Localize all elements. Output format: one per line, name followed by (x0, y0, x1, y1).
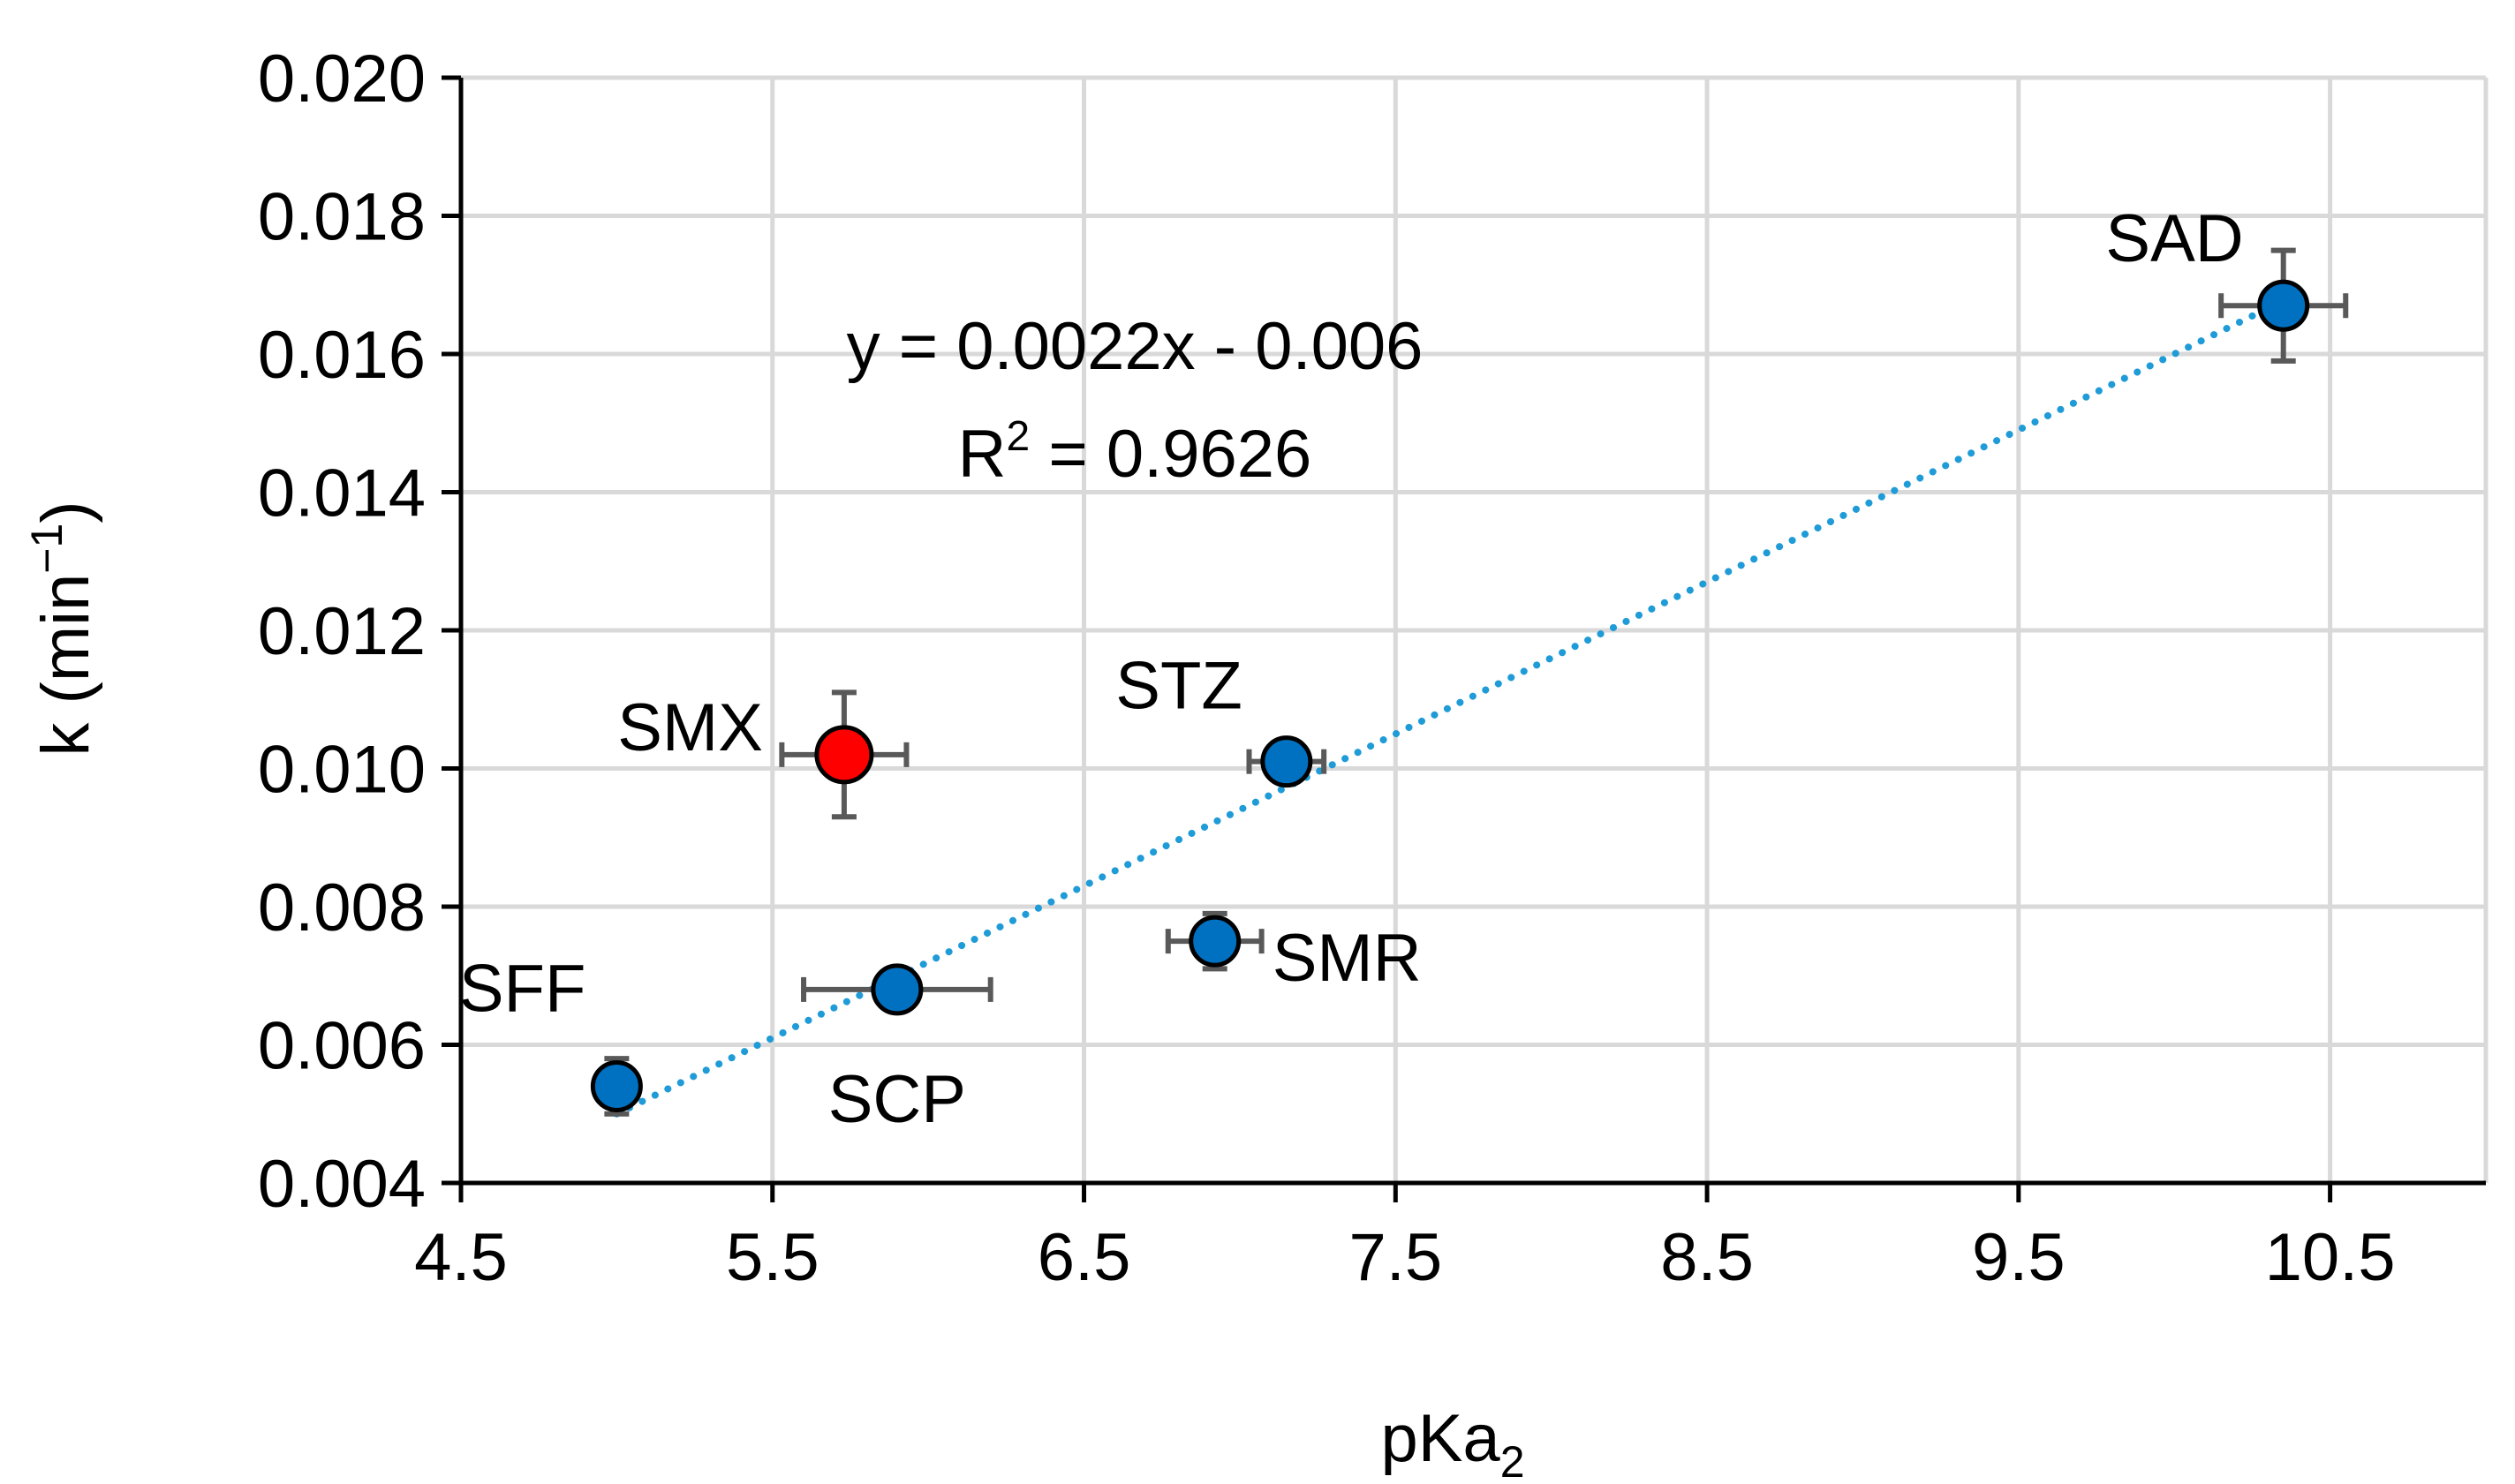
y-tick-label: 0.020 (258, 41, 426, 117)
y-tick-label: 0.008 (258, 870, 426, 945)
x-axis-title-subscript: 2 (1500, 1437, 1525, 1484)
y-axis-title-superscript: −1 (22, 524, 72, 574)
trendline-equation: y = 0.0022x - 0.006 (847, 309, 1424, 384)
y-tick-label: 0.016 (258, 318, 426, 393)
x-tick-label: 8.5 (1660, 1220, 1754, 1295)
trendline-layer (613, 297, 2287, 1118)
r-squared-value: = 0.9626 (1030, 417, 1311, 492)
x-tick-label: 6.5 (1038, 1220, 1131, 1295)
y-tick-label: 0.010 (258, 733, 426, 808)
point-label-smx: SMX (617, 690, 763, 765)
point-label-sad: SAD (2105, 201, 2243, 276)
x-tick-label: 10.5 (2265, 1220, 2396, 1295)
x-tick-label: 7.5 (1348, 1220, 1442, 1295)
axes: 4.5 5.5 6.5 7.5 8.5 9.5 10.5 0.004 0.006 0.008 0.0… (258, 41, 2486, 1295)
data-point-scp (871, 963, 924, 1016)
y-tick-label: 0.006 (258, 1009, 426, 1084)
point-label-scp: SCP (828, 1062, 966, 1137)
trendline (613, 297, 2287, 1118)
data-point-smx (814, 725, 874, 785)
x-axis-title: pKa2 (1380, 1401, 1524, 1484)
y-tick-label: 0.014 (258, 456, 426, 531)
y-tick-label: 0.004 (258, 1147, 426, 1222)
data-points (590, 279, 2310, 1112)
y-tick-label: 0.012 (258, 594, 426, 669)
data-point-smr (1189, 915, 1242, 968)
point-labels: SFF SMX SCP SMR STZ SAD (459, 201, 2244, 1137)
data-point-stz (1260, 735, 1313, 788)
point-label-stz: STZ (1115, 649, 1242, 724)
data-point-sad (2257, 279, 2310, 332)
x-tick-label: 9.5 (1972, 1220, 2066, 1295)
point-label-smr: SMR (1273, 921, 1422, 996)
r-squared-text: R2 = 0.9626 (958, 413, 1312, 492)
x-axis-title-main: pKa (1380, 1401, 1500, 1476)
x-tick-label: 4.5 (414, 1220, 508, 1295)
grid (461, 75, 2489, 1183)
y-axis-title: k (min−1) (22, 501, 103, 756)
point-label-sff: SFF (459, 951, 586, 1026)
y-tick-label: 0.018 (258, 180, 426, 255)
y-axis-title-close: ) (28, 501, 103, 523)
r-squared-prefix: R (958, 417, 1007, 492)
r-squared-superscript: 2 (1007, 413, 1031, 460)
y-axis-title-main: k (min (28, 574, 103, 757)
data-point-sff (590, 1059, 643, 1112)
x-tick-label: 5.5 (726, 1220, 819, 1295)
